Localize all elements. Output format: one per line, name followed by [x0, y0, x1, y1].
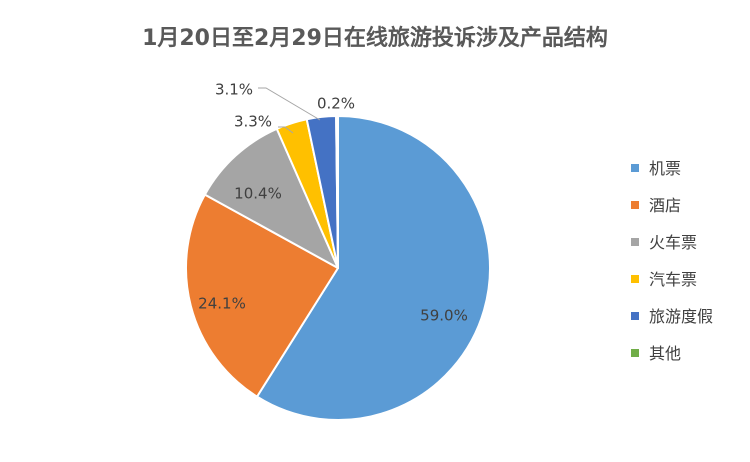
data-label-2: 24.1% — [198, 295, 246, 313]
pie-slice-6 — [335, 114, 339, 269]
legend-swatch — [631, 201, 639, 209]
legend-label: 汽车票 — [649, 270, 698, 289]
data-label-5: 3.1% — [215, 81, 253, 99]
legend-swatch — [631, 312, 639, 320]
legend-label: 火车票 — [649, 233, 698, 252]
legend-label: 旅游度假 — [649, 307, 714, 326]
data-label-3: 10.4% — [234, 185, 282, 203]
data-label-1: 59.0% — [420, 307, 468, 325]
pie-slice-3 — [203, 127, 339, 269]
legend-swatch — [631, 275, 639, 283]
legend-label: 其他 — [649, 344, 682, 363]
leader-line-4 — [278, 126, 294, 134]
pie-slice-1 — [256, 115, 491, 421]
legend-swatch — [631, 164, 639, 172]
leader-line-5 — [258, 87, 321, 121]
data-label-4: 3.3% — [234, 113, 272, 131]
legend-swatch — [631, 238, 639, 246]
pie-slice-2 — [185, 193, 339, 398]
legend-label: 机票 — [649, 159, 682, 178]
chart-title: 1月20日至2月29日在线旅游投诉涉及产品结构 — [142, 26, 608, 51]
legend-swatch — [631, 349, 639, 357]
data-label-6: 0.2% — [317, 95, 355, 113]
legend-label: 酒店 — [649, 196, 682, 215]
